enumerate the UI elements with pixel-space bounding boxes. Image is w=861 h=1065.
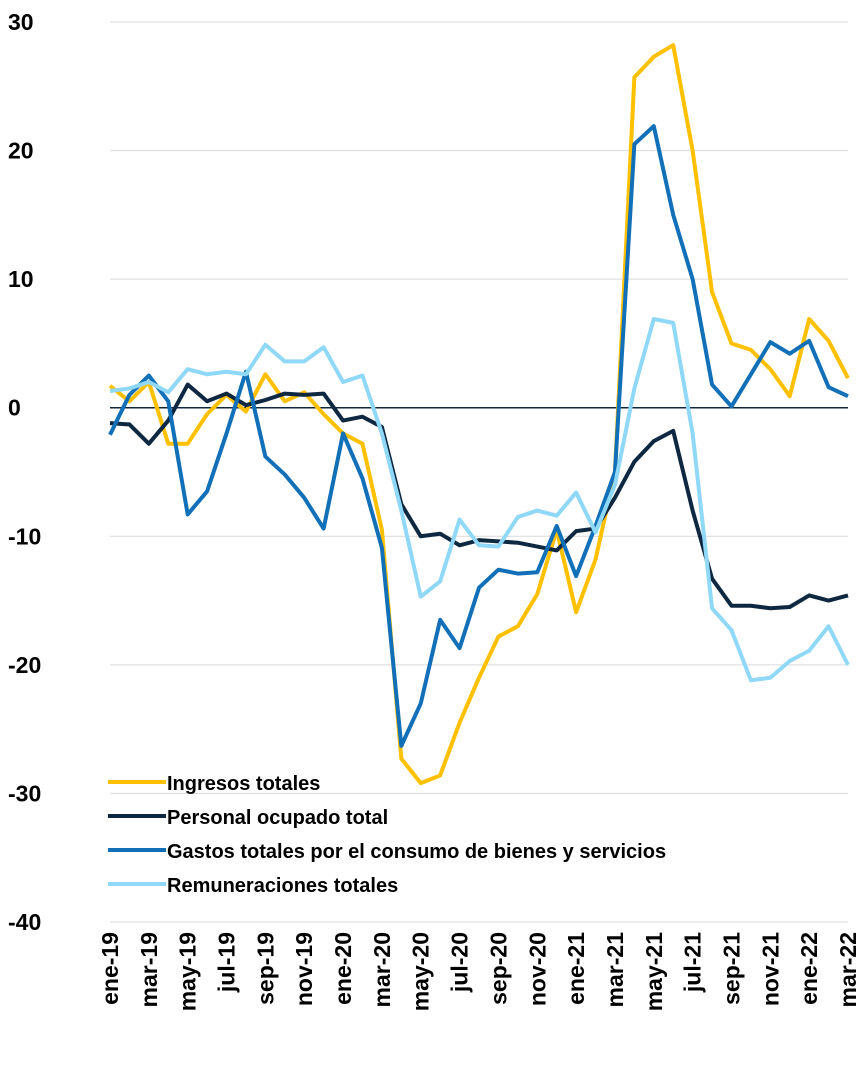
legend-label: Ingresos totales (167, 773, 320, 795)
series-line (109, 317, 850, 683)
x-tick-label: mar-22 (835, 932, 861, 1007)
x-tick-label: mar-19 (136, 932, 162, 1007)
x-tick-label: ene-20 (330, 932, 356, 1005)
y-tick-label: -20 (8, 652, 41, 678)
y-tick-label: 10 (8, 266, 34, 292)
series-line (109, 382, 849, 611)
x-tick-label: jul-20 (447, 932, 473, 993)
y-tick-label: -30 (8, 780, 41, 806)
x-tick-label: nov-19 (291, 932, 317, 1006)
x-tick-label: jul-21 (680, 932, 706, 993)
x-tick-label: sep-21 (718, 932, 744, 1005)
series-line (108, 43, 850, 786)
x-tick-label: jul-19 (214, 932, 240, 993)
x-tick-label: ene-22 (796, 932, 822, 1005)
x-tick-label: ene-19 (97, 932, 123, 1005)
y-tick-label: 30 (8, 9, 34, 35)
legend-label: Personal ocupado total (167, 807, 388, 829)
y-tick-label: -40 (8, 909, 41, 935)
x-tick-label: sep-19 (252, 932, 278, 1005)
x-tick-label: sep-20 (485, 932, 511, 1005)
x-tick-label: mar-20 (369, 932, 395, 1007)
x-tick-label: may-21 (641, 932, 667, 1011)
series-line (108, 124, 849, 748)
y-tick-label: -10 (8, 523, 41, 549)
x-tick-label: may-20 (408, 932, 434, 1011)
y-tick-label: 0 (8, 395, 21, 421)
x-tick-label: nov-20 (524, 932, 550, 1006)
x-tick-label: nov-21 (757, 932, 783, 1006)
legend-label: Gastos totales por el consumo de bienes … (167, 841, 666, 863)
x-tick-label: mar-21 (602, 932, 628, 1008)
y-tick-label: 20 (8, 138, 34, 164)
x-tick-label: may-19 (175, 932, 201, 1011)
legend-label: Remuneraciones totales (167, 875, 398, 897)
x-tick-label: ene-21 (563, 932, 589, 1005)
